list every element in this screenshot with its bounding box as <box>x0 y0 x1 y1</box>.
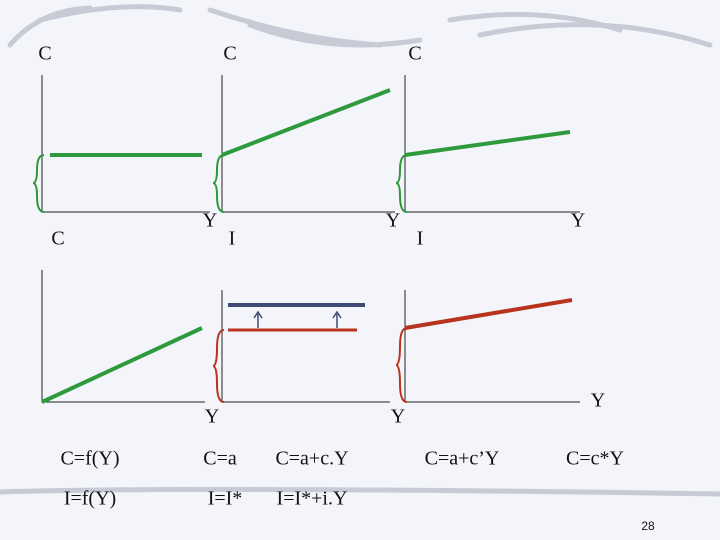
axis-label: C <box>38 43 51 65</box>
formula: C=a <box>203 448 237 470</box>
decoration <box>0 4 720 497</box>
axis-label: Y <box>391 406 405 428</box>
axis-label: Y <box>386 210 400 232</box>
formula: C=c*Y <box>566 448 624 470</box>
axis-label: I <box>417 228 424 250</box>
formula: C=a+c.Y <box>275 448 348 470</box>
page-number: 28 <box>641 519 655 533</box>
axis-label: C <box>408 43 421 65</box>
formula: C=f(Y) <box>60 448 119 470</box>
axis-label: Y <box>571 210 585 232</box>
axis-label: C <box>223 43 236 65</box>
axis-label: C <box>51 228 64 250</box>
axis-label: Y <box>591 390 605 412</box>
axis-label: Y <box>205 406 219 428</box>
bottom-row <box>41 270 580 404</box>
top-row <box>32 75 580 213</box>
formula: C=a+c’Y <box>425 448 500 470</box>
formula: I=I* <box>208 488 243 510</box>
formula: I=f(Y) <box>64 488 116 510</box>
axis-label: Y <box>203 210 217 232</box>
axis-label: I <box>229 228 236 250</box>
formula: I=I*+i.Y <box>277 488 348 510</box>
